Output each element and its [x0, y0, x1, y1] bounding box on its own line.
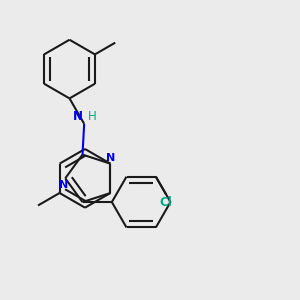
Text: N: N: [106, 153, 115, 163]
Text: N: N: [73, 110, 82, 123]
Text: N: N: [59, 180, 68, 190]
Text: H: H: [88, 110, 97, 123]
Text: Cl: Cl: [160, 196, 172, 209]
